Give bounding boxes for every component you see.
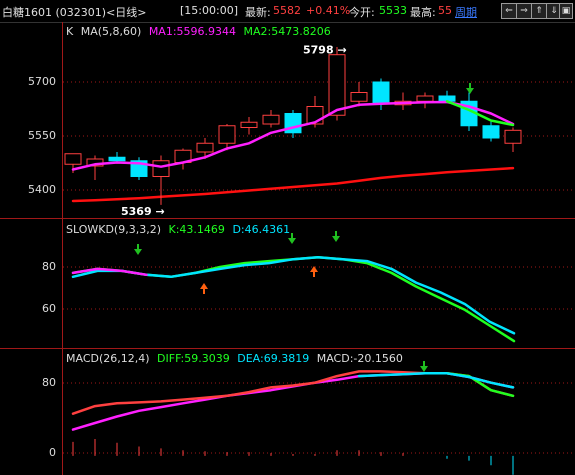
kd-sell-arrow-1	[134, 249, 142, 255]
price-tick-5700: 5700	[28, 75, 56, 88]
k-label: K	[66, 25, 74, 38]
candle-up	[196, 142, 214, 153]
macd-dea-tail	[357, 372, 515, 389]
high-price-marker: 5798 →	[303, 44, 347, 57]
ma5-line	[71, 100, 515, 171]
quote-bar: 白糖1601 (032301)<日线> [15:00:00] 最新: 5582 …	[0, 0, 575, 23]
kd-params: SLOWKD(9,3,3,2)	[66, 223, 162, 236]
latest-value: 5582	[273, 4, 301, 17]
kd-buy-arrow-1	[200, 283, 208, 289]
ma60-line	[71, 166, 515, 203]
macd-readout: MACD:-20.1560	[316, 352, 403, 365]
open-label: 今开:	[349, 6, 375, 19]
d-readout: D:46.4361	[232, 223, 291, 236]
kd-sell-arrow-2	[288, 238, 296, 244]
change-percent: +0.41%	[306, 4, 351, 17]
candle-up	[328, 54, 346, 116]
candle-up	[64, 153, 82, 165]
candle-up	[240, 121, 258, 128]
layout-icon[interactable]: ▣	[559, 3, 573, 19]
instrument-title: 白糖1601 (032301)<日线>	[2, 6, 147, 19]
low-price-marker: 5369 →	[121, 205, 165, 218]
macd-sell-arrow	[420, 366, 428, 372]
candle-down	[482, 125, 500, 139]
candle-down	[372, 81, 390, 104]
high-label: 最高:	[410, 6, 436, 19]
candle-up	[218, 125, 236, 144]
candle-up	[152, 160, 170, 177]
ma8-line	[445, 100, 515, 127]
panel-divider-2	[0, 348, 575, 349]
ma1-readout: MA1:5596.9344	[148, 25, 237, 38]
kd-k-highlight	[71, 267, 148, 277]
quote-time: [15:00:00]	[180, 4, 238, 17]
candle-up	[504, 129, 522, 144]
macd-tick-0: 0	[49, 446, 56, 459]
kd-buy-arrow-2	[310, 266, 318, 272]
kd-d-line	[71, 256, 516, 335]
candle-up	[262, 114, 280, 125]
macd-diff-line	[71, 370, 515, 415]
cycle-link[interactable]: 周期	[455, 6, 477, 19]
candle-down	[108, 156, 126, 162]
ma-params: MA(5,8,60)	[80, 25, 142, 38]
kd-tick-60: 60	[42, 302, 56, 315]
diff-readout: DIFF:59.3039	[157, 352, 230, 365]
kd-panel-header: SLOWKD(9,3,3,2) K:43.1469 D:46.4361	[66, 223, 294, 236]
open-value: 5533	[379, 4, 407, 17]
price-panel-header: K MA(5,8,60) MA1:5596.9344 MA2:5473.8206	[66, 25, 335, 38]
high-value: 5590	[438, 4, 452, 17]
macd-params: MACD(26,12,4)	[66, 352, 150, 365]
latest-label: 最新:	[245, 6, 271, 19]
price-tick-5400: 5400	[28, 183, 56, 196]
sell-signal-icon	[466, 88, 474, 94]
candle-up	[350, 92, 368, 102]
ma2-readout: MA2:5473.8206	[243, 25, 331, 38]
candle-up	[416, 95, 434, 102]
macd-panel-header: MACD(26,12,4) DIFF:59.3039 DEA:69.3819 M…	[66, 352, 407, 365]
kd-tick-80: 80	[42, 260, 56, 273]
k-readout: K:43.1469	[168, 223, 225, 236]
kd-sell-arrow-3	[332, 236, 340, 242]
price-tick-5550: 5550	[28, 129, 56, 142]
y-axis-line	[62, 22, 63, 475]
macd-tick-80: 80	[42, 376, 56, 389]
dea-readout: DEA:69.3819	[237, 352, 310, 365]
panel-divider-1	[0, 218, 575, 219]
scroll-left-button[interactable]: ⇐	[501, 3, 517, 19]
kd-k-line	[71, 256, 516, 343]
